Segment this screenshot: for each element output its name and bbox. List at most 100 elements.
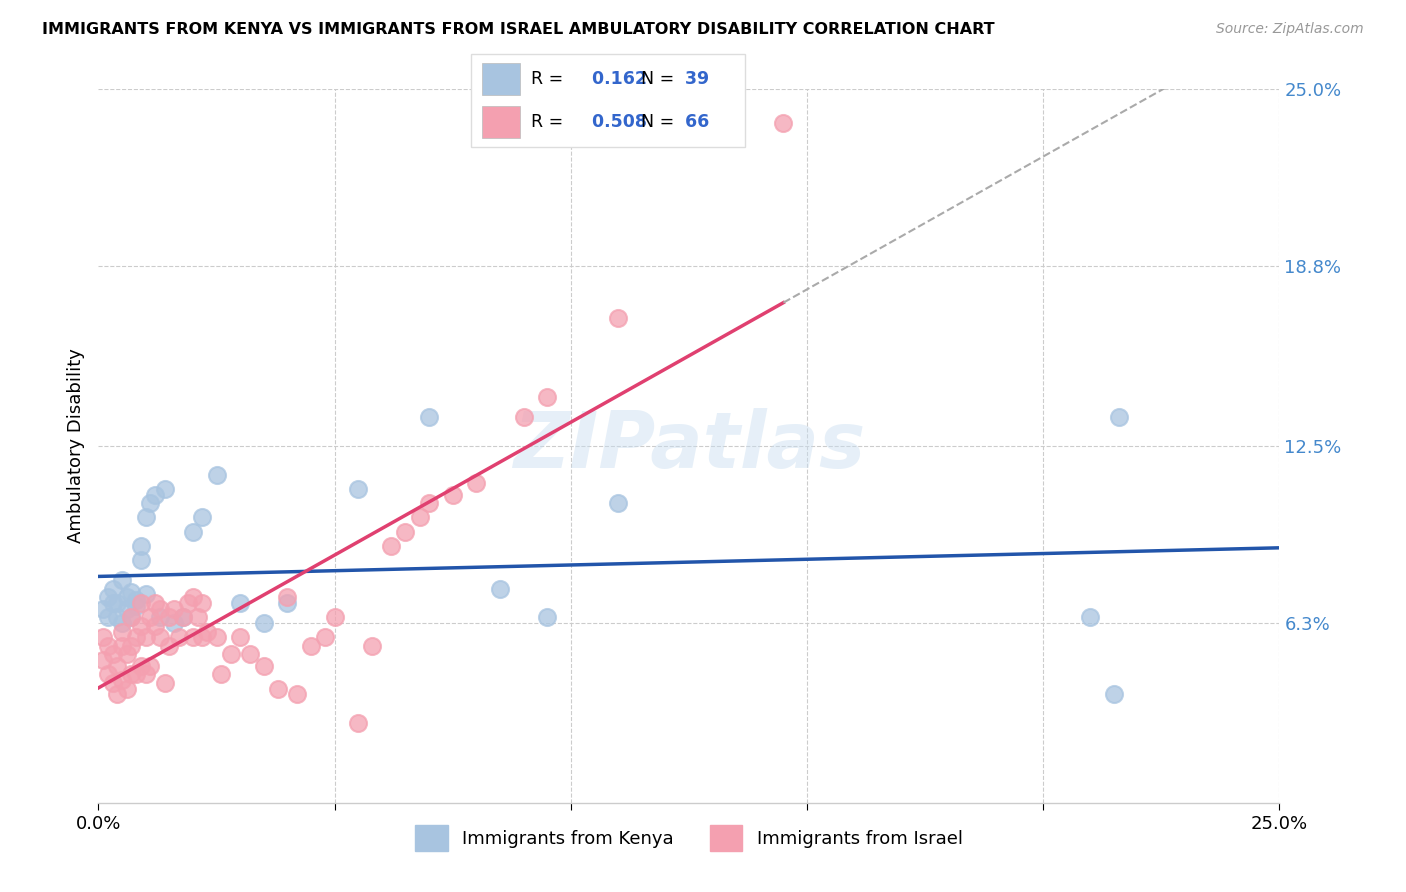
Point xyxy=(115,648,138,662)
Point xyxy=(172,610,194,624)
Point xyxy=(91,653,114,667)
Point xyxy=(125,630,148,644)
Point xyxy=(115,591,138,605)
Point xyxy=(121,610,143,624)
Text: 39: 39 xyxy=(679,70,710,87)
Point xyxy=(489,582,512,596)
Point xyxy=(323,610,346,624)
Text: R =: R = xyxy=(531,70,564,87)
Point xyxy=(441,487,464,501)
Point xyxy=(1108,410,1130,425)
Point xyxy=(191,630,214,644)
FancyBboxPatch shape xyxy=(482,63,520,95)
Point xyxy=(253,615,276,630)
Point xyxy=(167,630,190,644)
Point xyxy=(607,496,630,510)
Point xyxy=(191,596,214,610)
Text: R =: R = xyxy=(531,113,564,131)
Point xyxy=(111,573,134,587)
Point xyxy=(772,116,794,130)
Point xyxy=(105,596,128,610)
Text: 0.508: 0.508 xyxy=(586,113,647,131)
Point xyxy=(101,582,124,596)
Point xyxy=(1080,610,1102,624)
Text: N =: N = xyxy=(641,70,675,87)
Text: IMMIGRANTS FROM KENYA VS IMMIGRANTS FROM ISRAEL AMBULATORY DISABILITY CORRELATIO: IMMIGRANTS FROM KENYA VS IMMIGRANTS FROM… xyxy=(42,22,995,37)
Point xyxy=(129,539,152,553)
Point xyxy=(153,676,176,690)
Point xyxy=(111,624,134,639)
Point xyxy=(418,496,440,510)
Point xyxy=(418,410,440,425)
Point xyxy=(135,630,157,644)
Point xyxy=(129,596,152,610)
Point xyxy=(205,630,228,644)
Point xyxy=(347,715,370,730)
Point xyxy=(512,410,534,425)
Point xyxy=(111,639,134,653)
Point xyxy=(181,630,204,644)
Point xyxy=(153,482,176,496)
Point xyxy=(105,658,128,673)
Point xyxy=(149,610,172,624)
Point xyxy=(276,591,298,605)
Point xyxy=(143,619,166,633)
FancyBboxPatch shape xyxy=(482,106,520,138)
Point xyxy=(101,676,124,690)
Point xyxy=(394,524,416,539)
Point xyxy=(97,591,120,605)
Point xyxy=(267,681,290,696)
Text: Source: ZipAtlas.com: Source: ZipAtlas.com xyxy=(1216,22,1364,37)
Point xyxy=(195,624,218,639)
Point xyxy=(139,496,162,510)
Point xyxy=(157,610,180,624)
Point xyxy=(135,587,157,601)
Point xyxy=(125,667,148,681)
Point xyxy=(105,687,128,701)
Point xyxy=(314,630,336,644)
Point xyxy=(101,596,124,610)
Point xyxy=(125,599,148,613)
Point xyxy=(121,584,143,599)
Point xyxy=(91,601,114,615)
Point xyxy=(181,591,204,605)
Point xyxy=(361,639,384,653)
FancyBboxPatch shape xyxy=(471,54,745,147)
Point xyxy=(229,596,252,610)
Point xyxy=(380,539,402,553)
Point xyxy=(347,482,370,496)
Point xyxy=(97,639,120,653)
Point xyxy=(111,673,134,687)
Point xyxy=(157,639,180,653)
Point xyxy=(536,610,558,624)
Point xyxy=(149,630,172,644)
Point xyxy=(239,648,262,662)
Point xyxy=(105,610,128,624)
Point xyxy=(129,658,152,673)
Legend: Immigrants from Kenya, Immigrants from Israel: Immigrants from Kenya, Immigrants from I… xyxy=(408,818,970,858)
Point xyxy=(143,596,166,610)
Point xyxy=(163,601,186,615)
Point xyxy=(408,510,430,524)
Point xyxy=(205,467,228,482)
Point xyxy=(101,648,124,662)
Point xyxy=(187,610,209,624)
Point xyxy=(135,667,157,681)
Point xyxy=(181,524,204,539)
Point xyxy=(276,596,298,610)
Text: 66: 66 xyxy=(679,113,710,131)
Point xyxy=(172,610,194,624)
Point xyxy=(191,510,214,524)
Text: 0.162: 0.162 xyxy=(586,70,647,87)
Point xyxy=(97,667,120,681)
Point xyxy=(135,510,157,524)
Point xyxy=(139,610,162,624)
Text: ZIPatlas: ZIPatlas xyxy=(513,408,865,484)
Point xyxy=(607,310,630,325)
Point xyxy=(177,596,200,610)
Point xyxy=(121,639,143,653)
Point xyxy=(121,667,143,681)
Point xyxy=(121,610,143,624)
Point xyxy=(253,658,276,673)
Point xyxy=(129,553,152,567)
